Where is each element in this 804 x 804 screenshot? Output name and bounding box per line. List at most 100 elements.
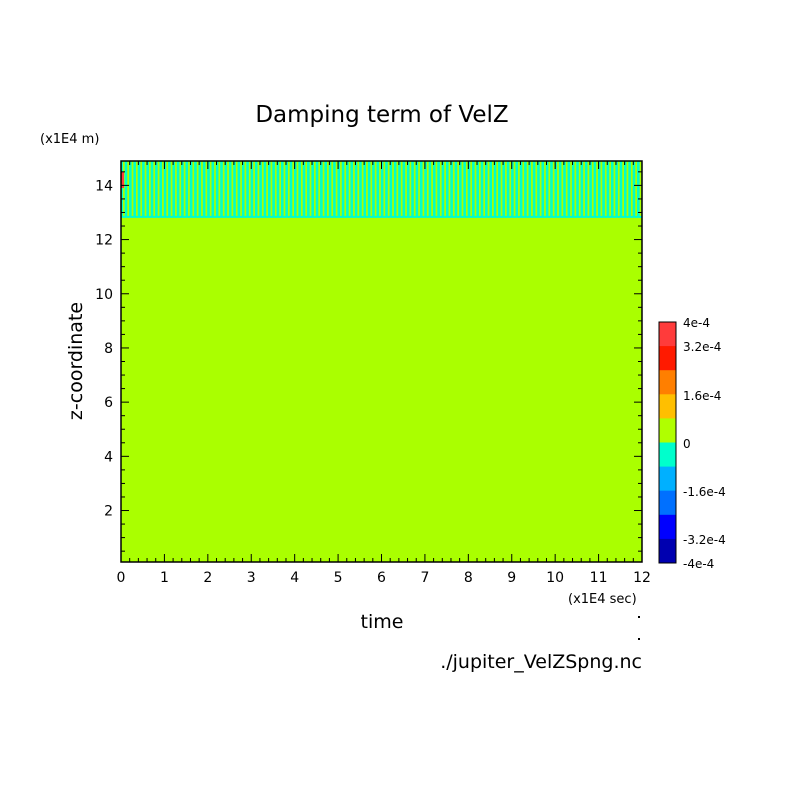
damping-stripe (418, 161, 420, 216)
x-tick-label: 9 (507, 570, 516, 586)
damping-stripe (613, 161, 616, 216)
damping-stripe (170, 161, 173, 216)
damping-stripe (179, 161, 182, 216)
damping-stripe (183, 161, 186, 216)
damping-stripe (201, 161, 203, 216)
damping-stripe (287, 161, 290, 216)
damping-stripe (457, 161, 459, 216)
damping-stripe (426, 161, 429, 216)
damping-stripe (583, 161, 585, 216)
colorbar (658, 321, 677, 564)
damping-stripe (635, 161, 638, 216)
damping-stripe (253, 161, 255, 216)
colorbar-label: 4e-4 (683, 316, 710, 330)
damping-stripe (166, 161, 169, 216)
damping-stripe (157, 161, 160, 216)
damping-stripe (331, 161, 334, 216)
x-tick-label: 3 (247, 570, 256, 586)
damping-stripe (335, 161, 338, 216)
damping-stripe (140, 161, 143, 216)
damping-stripe (548, 161, 551, 216)
damping-stripe (465, 161, 468, 216)
damping-stripe (305, 161, 308, 216)
damping-stripe (578, 161, 581, 216)
damping-stripe (622, 161, 624, 216)
damping-stripe (435, 161, 438, 216)
damping-stripe (461, 161, 464, 216)
heatmap-plot-area (120, 160, 643, 563)
x-tick-label: 12 (633, 570, 651, 586)
x-tick-label: 1 (160, 570, 169, 586)
colorbar-label: 3.2e-4 (683, 340, 721, 354)
damping-stripe (596, 161, 598, 216)
damping-stripe (231, 161, 234, 216)
damping-stripe (604, 161, 607, 216)
damping-stripe (240, 161, 242, 216)
damping-stripe (478, 161, 481, 216)
damping-stripe (400, 161, 403, 216)
damping-stripe (135, 161, 138, 216)
damping-stripe (340, 161, 342, 216)
damping-stripe (327, 161, 329, 216)
damping-stripe (565, 161, 568, 216)
damping-stripe (153, 161, 156, 216)
y-tick-label: 6 (104, 395, 113, 411)
damping-stripe (261, 161, 264, 216)
damping-stripe (274, 161, 277, 216)
damping-stripe (309, 161, 312, 216)
damping-stripe (626, 161, 629, 216)
colorbar-labels: 4e-4 3.2e-4 1.6e-4 0 -1.6e-4 -3.2e-4 -4e-4 (683, 316, 726, 571)
damping-stripe (487, 161, 490, 216)
damping-stripe (122, 161, 125, 216)
damping-stripe (518, 161, 520, 216)
damping-stripe (531, 161, 533, 216)
damping-stripe (270, 161, 273, 216)
damping-stripe (209, 161, 212, 216)
chart-title: Damping term of VelZ (255, 102, 508, 128)
marker-dot (638, 638, 640, 640)
y-tick-label: 14 (95, 178, 113, 194)
damping-stripe (131, 161, 134, 216)
x-tick-label: 6 (377, 570, 386, 586)
damping-stripe (348, 161, 351, 216)
colorbar-segment (659, 370, 676, 395)
damping-stripe (561, 161, 564, 216)
damping-stripe (500, 161, 503, 216)
damping-stripe (570, 161, 572, 216)
damping-stripe (439, 161, 442, 216)
damping-stripe (322, 161, 325, 216)
colorbar-label: -1.6e-4 (683, 485, 726, 499)
damping-stripe (235, 161, 238, 216)
damping-stripe (266, 161, 268, 216)
colorbar-segment (659, 442, 676, 468)
damping-stripe (205, 161, 208, 216)
colorbar-segment (659, 346, 676, 371)
x-tick-labels: 0 1 2 3 4 5 6 7 8 9 10 11 12 (117, 570, 651, 586)
damping-stripe (222, 161, 225, 216)
damping-stripe (300, 161, 303, 216)
x-tick-label: 10 (546, 570, 564, 586)
damping-stripe (196, 161, 199, 216)
damping-stripe (639, 161, 642, 216)
damping-stripe (127, 161, 130, 216)
x-tick-label: 5 (334, 570, 343, 586)
damping-stripe (292, 161, 295, 216)
damping-stripe (248, 161, 251, 216)
damping-stripe (313, 161, 316, 216)
damping-stripe (188, 161, 190, 216)
damping-stripe (296, 161, 299, 216)
damping-stripe (357, 161, 360, 216)
damping-stripe (379, 161, 381, 216)
x-tick-label: 0 (117, 570, 126, 586)
damping-stripe (366, 161, 368, 216)
colorbar-segment (659, 394, 676, 419)
damping-stripe (361, 161, 364, 216)
damping-stripe (405, 161, 407, 216)
damping-stripe (617, 161, 620, 216)
damping-stripe (526, 161, 529, 216)
left-edge-positive (121, 172, 124, 188)
damping-stripe (630, 161, 633, 216)
colorbar-label: -3.2e-4 (683, 533, 726, 547)
x-tick-label: 8 (464, 570, 473, 586)
damping-stripe (448, 161, 451, 216)
